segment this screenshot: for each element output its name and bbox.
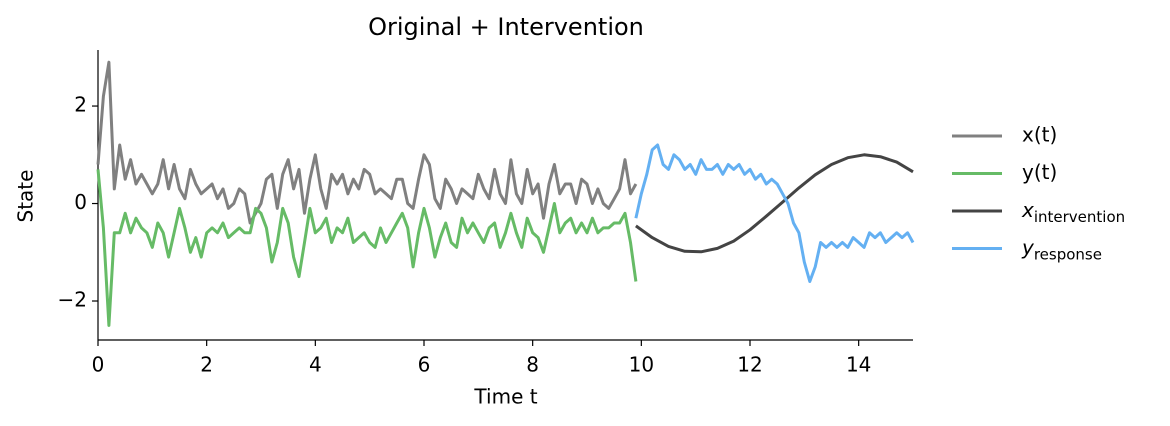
legend-label: x(t) xyxy=(1022,123,1057,147)
x-axis-label: Time t xyxy=(473,385,537,409)
x-tick-label: 10 xyxy=(629,353,654,377)
x-tick-label: 6 xyxy=(418,353,431,377)
series-line xyxy=(634,143,915,283)
x-tick-label: 14 xyxy=(846,353,871,377)
y-tick-label: −2 xyxy=(58,288,87,312)
x-tick-label: 0 xyxy=(92,353,105,377)
legend-label-main: y xyxy=(1021,235,1035,259)
legend-label: y(t) xyxy=(1022,160,1057,184)
x-tick-label: 8 xyxy=(526,353,539,377)
series-line xyxy=(96,169,638,327)
y-axis-label: State xyxy=(14,170,38,223)
legend: x(t) y(t) xintervention yresponse xyxy=(952,123,1125,263)
y-tick-label: 2 xyxy=(74,93,87,117)
legend-label-subscript: response xyxy=(1034,245,1102,263)
chart-title: Original + Intervention xyxy=(368,13,644,41)
x-tick-label: 4 xyxy=(309,353,322,377)
y-tick-label: 0 xyxy=(74,190,87,214)
x-tick-label: 12 xyxy=(737,353,762,377)
x-tick-label: 2 xyxy=(200,353,213,377)
series-line xyxy=(96,60,638,225)
legend-label: xintervention xyxy=(1021,198,1125,226)
legend-label-subscript: intervention xyxy=(1034,208,1125,226)
legend-label-main: x xyxy=(1021,198,1034,222)
series-line xyxy=(635,153,914,254)
legend-label: yresponse xyxy=(1021,235,1102,263)
